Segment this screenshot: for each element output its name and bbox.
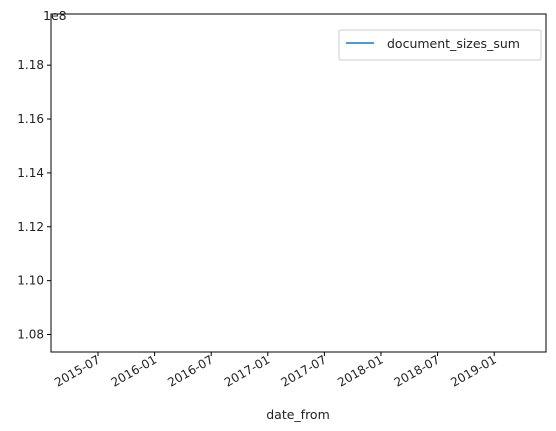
y-tick-label: 1.16 <box>17 112 44 126</box>
x-tick-label: 2015-07 <box>52 352 102 389</box>
x-tick-label: 2018-01 <box>335 352 385 389</box>
x-axis-label: date_from <box>266 407 330 422</box>
x-tick-label: 2019-01 <box>448 352 498 389</box>
x-tick-label: 2017-01 <box>222 352 272 389</box>
y-axis: 1.08 1.10 1.12 1.14 1.16 1.18 <box>17 58 51 341</box>
x-tick-label: 2017-07 <box>278 352 328 389</box>
legend-box <box>338 29 542 61</box>
plot-area <box>50 13 547 353</box>
x-tick-label: 2018-07 <box>392 352 442 389</box>
x-tick-label: 2016-07 <box>165 352 215 389</box>
x-axis: 2015-07 2016-01 2016-07 2017-01 2017-07 2018-… <box>52 352 499 390</box>
legend: document_sizes_sum <box>338 29 542 61</box>
y-tick-label: 1.14 <box>17 166 44 180</box>
legend-label-document-sizes-sum: document_sizes_sum <box>387 36 520 51</box>
y-tick-label: 1.08 <box>17 327 44 341</box>
x-tick-label: 2016-01 <box>109 352 159 389</box>
y-tick-label: 1.10 <box>17 274 44 288</box>
y-offset-label: 1e8 <box>43 8 67 23</box>
y-tick-label: 1.12 <box>17 220 44 234</box>
y-tick-label: 1.18 <box>17 58 44 72</box>
